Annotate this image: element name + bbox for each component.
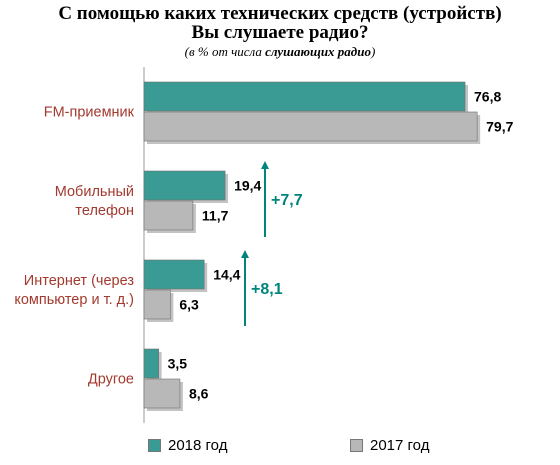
bar-2018-3 bbox=[143, 348, 159, 379]
bar-value-label: 14,4 bbox=[213, 267, 240, 283]
growth-annotation: +8,1 bbox=[251, 281, 283, 298]
growth-arrow-head bbox=[241, 250, 249, 258]
category-label: Мобильный bbox=[55, 184, 134, 200]
bar-2017-3 bbox=[143, 378, 181, 409]
bar-value-label: 79,7 bbox=[486, 119, 513, 135]
chart-subtitle: (в % от числа слушающих радио) bbox=[0, 44, 560, 60]
bar-value-label: 11,7 bbox=[202, 208, 229, 224]
bar-value-label: 3,5 bbox=[168, 356, 188, 372]
bar-2017-2 bbox=[143, 289, 171, 320]
bar-value-label: 19,4 bbox=[234, 178, 261, 194]
bar-2017-0 bbox=[143, 111, 478, 142]
legend-label-2017: 2017 год bbox=[370, 437, 430, 454]
chart-title: С помощью каких технических средств (уст… bbox=[0, 4, 560, 42]
legend-swatch-2018 bbox=[148, 439, 161, 452]
growth-arrow-head bbox=[261, 161, 269, 169]
growth-annotation: +7,7 bbox=[271, 192, 303, 209]
chart-title-line-1: С помощью каких технических средств (уст… bbox=[58, 3, 502, 24]
legend-item-2017: 2017 год bbox=[350, 437, 429, 454]
chart-title-line-2: Вы слушаете радио? bbox=[191, 22, 369, 43]
legend-swatch-2017 bbox=[350, 439, 363, 452]
category-label: телефон bbox=[75, 203, 134, 219]
bar-2018-1 bbox=[143, 170, 226, 201]
category-label: Другое bbox=[88, 372, 134, 388]
subtitle-emphasis: слушающих радио bbox=[265, 44, 371, 59]
category-label: FM-приемник bbox=[44, 105, 135, 121]
bar-2017-1 bbox=[143, 200, 194, 231]
bar-value-label: 76,8 bbox=[474, 89, 501, 105]
subtitle-prefix: (в % от числа bbox=[184, 44, 266, 59]
category-label: компьютер и т. д.) bbox=[14, 292, 134, 308]
subtitle-suffix: ) bbox=[371, 44, 376, 59]
legend-label-2018: 2018 год bbox=[168, 437, 228, 454]
legend-item-2018: 2018 год bbox=[148, 437, 227, 454]
bar-value-label: 8,6 bbox=[189, 386, 209, 402]
bar-2018-2 bbox=[143, 259, 205, 290]
bar-2018-0 bbox=[143, 81, 466, 112]
bar-value-label: 6,3 bbox=[179, 297, 199, 313]
category-label: Интернет (через bbox=[24, 273, 135, 289]
